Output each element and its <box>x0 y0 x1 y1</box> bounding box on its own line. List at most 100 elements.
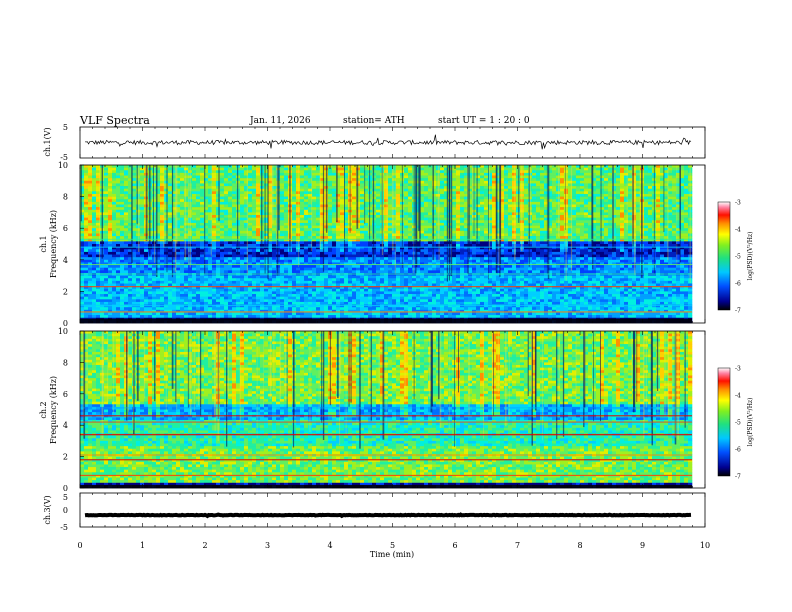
spectrogram-cell <box>196 230 201 234</box>
spectrogram-cell <box>288 267 293 271</box>
spectrogram-cell <box>252 238 257 242</box>
spectrogram-cell <box>124 254 129 258</box>
spectrogram-cell <box>236 278 241 282</box>
spectrogram-cell <box>332 307 337 311</box>
spectrogram-cell <box>164 207 169 211</box>
spectrogram-cell <box>168 204 173 208</box>
spectrogram-cell <box>208 188 213 192</box>
spectrogram-cell <box>196 217 201 221</box>
spectrogram-cell <box>364 275 369 279</box>
spectrogram-cell <box>292 217 297 221</box>
spectrogram-cell <box>344 193 349 197</box>
spectrogram-cell <box>180 307 185 311</box>
spectrogram-cell <box>120 278 125 282</box>
spectrogram-cell <box>136 238 141 242</box>
spectrogram-cell <box>272 204 277 208</box>
spectrogram-cell <box>288 254 293 258</box>
spectrogram-cell <box>376 175 381 179</box>
spectrogram-cell <box>140 196 145 200</box>
spectrogram-cell <box>220 267 225 271</box>
spectrogram-cell <box>376 275 381 279</box>
spectrogram-cell <box>220 215 225 218</box>
spectrogram-cell <box>132 186 137 189</box>
spectrogram-cell <box>152 175 157 179</box>
spectrogram-cell <box>180 241 185 245</box>
spectrogram-cell <box>268 301 273 305</box>
spectrogram-cell <box>352 196 357 200</box>
spectrogram-cell <box>336 244 341 247</box>
spectrogram-cell <box>292 196 297 200</box>
spectrogram-cell <box>304 301 309 305</box>
spectrogram-cell <box>112 259 117 263</box>
spectrogram-cell <box>112 191 117 195</box>
spectrogram-cell <box>356 270 361 274</box>
spectrogram-cell <box>156 257 161 261</box>
spectrogram-cell <box>196 178 201 182</box>
spectrogram-cell <box>160 241 165 245</box>
spectrogram-cell <box>104 222 109 226</box>
station-label: station= ATH <box>343 116 405 126</box>
spectrogram-cell <box>232 209 237 213</box>
spectrogram-cell <box>364 296 369 300</box>
spectrogram-cell <box>176 212 181 216</box>
spectrogram-cell <box>160 267 165 271</box>
spectrogram-cell <box>124 291 129 295</box>
spectrogram-cell <box>240 178 245 182</box>
spectrogram-cell <box>208 193 213 197</box>
spectrogram-cell <box>124 165 129 168</box>
spectrogram-cell <box>140 204 145 208</box>
spectrogram-cell <box>364 299 369 303</box>
spectrogram-cell <box>348 241 353 245</box>
spectrogram-cell <box>180 207 185 211</box>
spectrogram-cell <box>384 267 389 271</box>
spectrogram-cell <box>156 238 161 242</box>
spectrogram-cell <box>332 291 337 295</box>
spectrogram-cell <box>260 249 265 253</box>
spectrogram-cell <box>384 222 389 226</box>
spectrogram-cell <box>356 275 361 279</box>
spectrogram-cell <box>268 167 273 171</box>
spectrogram-cell <box>124 215 129 218</box>
spectrogram-cell <box>316 220 321 224</box>
spectrogram-cell <box>396 251 401 255</box>
spectrogram-cell <box>204 196 209 200</box>
spectrogram-cell <box>140 172 145 176</box>
spectrogram-cell <box>240 291 245 295</box>
spectrogram-cell <box>388 233 393 237</box>
spectrogram-cell <box>292 265 297 268</box>
spectrogram-cell <box>180 204 185 208</box>
spectrogram-cell <box>116 222 121 226</box>
spectrogram-cell <box>272 201 277 205</box>
spectrogram-cell <box>332 299 337 303</box>
spectrogram-cell <box>256 204 261 208</box>
spectrogram-cell <box>316 236 321 240</box>
spectrogram-cell <box>156 175 161 179</box>
spectrogram-cell <box>156 275 161 279</box>
spectrogram-cell <box>368 230 373 234</box>
spectrogram-cell <box>272 262 277 266</box>
spectrogram-cell <box>280 249 285 253</box>
spectrogram-cell <box>228 228 233 232</box>
spectrogram-cell <box>252 296 257 300</box>
spectrogram-cell <box>120 254 125 258</box>
spectrogram-cell <box>288 312 293 316</box>
spectrogram-cell <box>292 315 297 319</box>
spectrogram-cell <box>372 178 377 182</box>
spectrogram-cell <box>268 294 273 297</box>
spectrogram-cell <box>368 204 373 208</box>
spectrogram-cell <box>84 301 89 305</box>
spectrogram-cell <box>340 301 345 305</box>
spectrogram-cell <box>132 196 137 200</box>
spectrogram-cell <box>308 225 313 229</box>
spectrogram-cell <box>392 165 397 168</box>
spectrogram-cell <box>388 294 393 297</box>
spectrogram-cell <box>112 307 117 311</box>
spectrogram-cell <box>252 288 257 292</box>
spectrogram-cell <box>252 178 257 182</box>
spectrogram-cell <box>248 186 253 189</box>
spectrogram-cell <box>296 301 301 305</box>
spectrogram-cell <box>192 225 197 229</box>
spectrogram-cell <box>132 280 137 284</box>
spectrogram-cell <box>152 238 157 242</box>
spectrogram-cell <box>344 217 349 221</box>
